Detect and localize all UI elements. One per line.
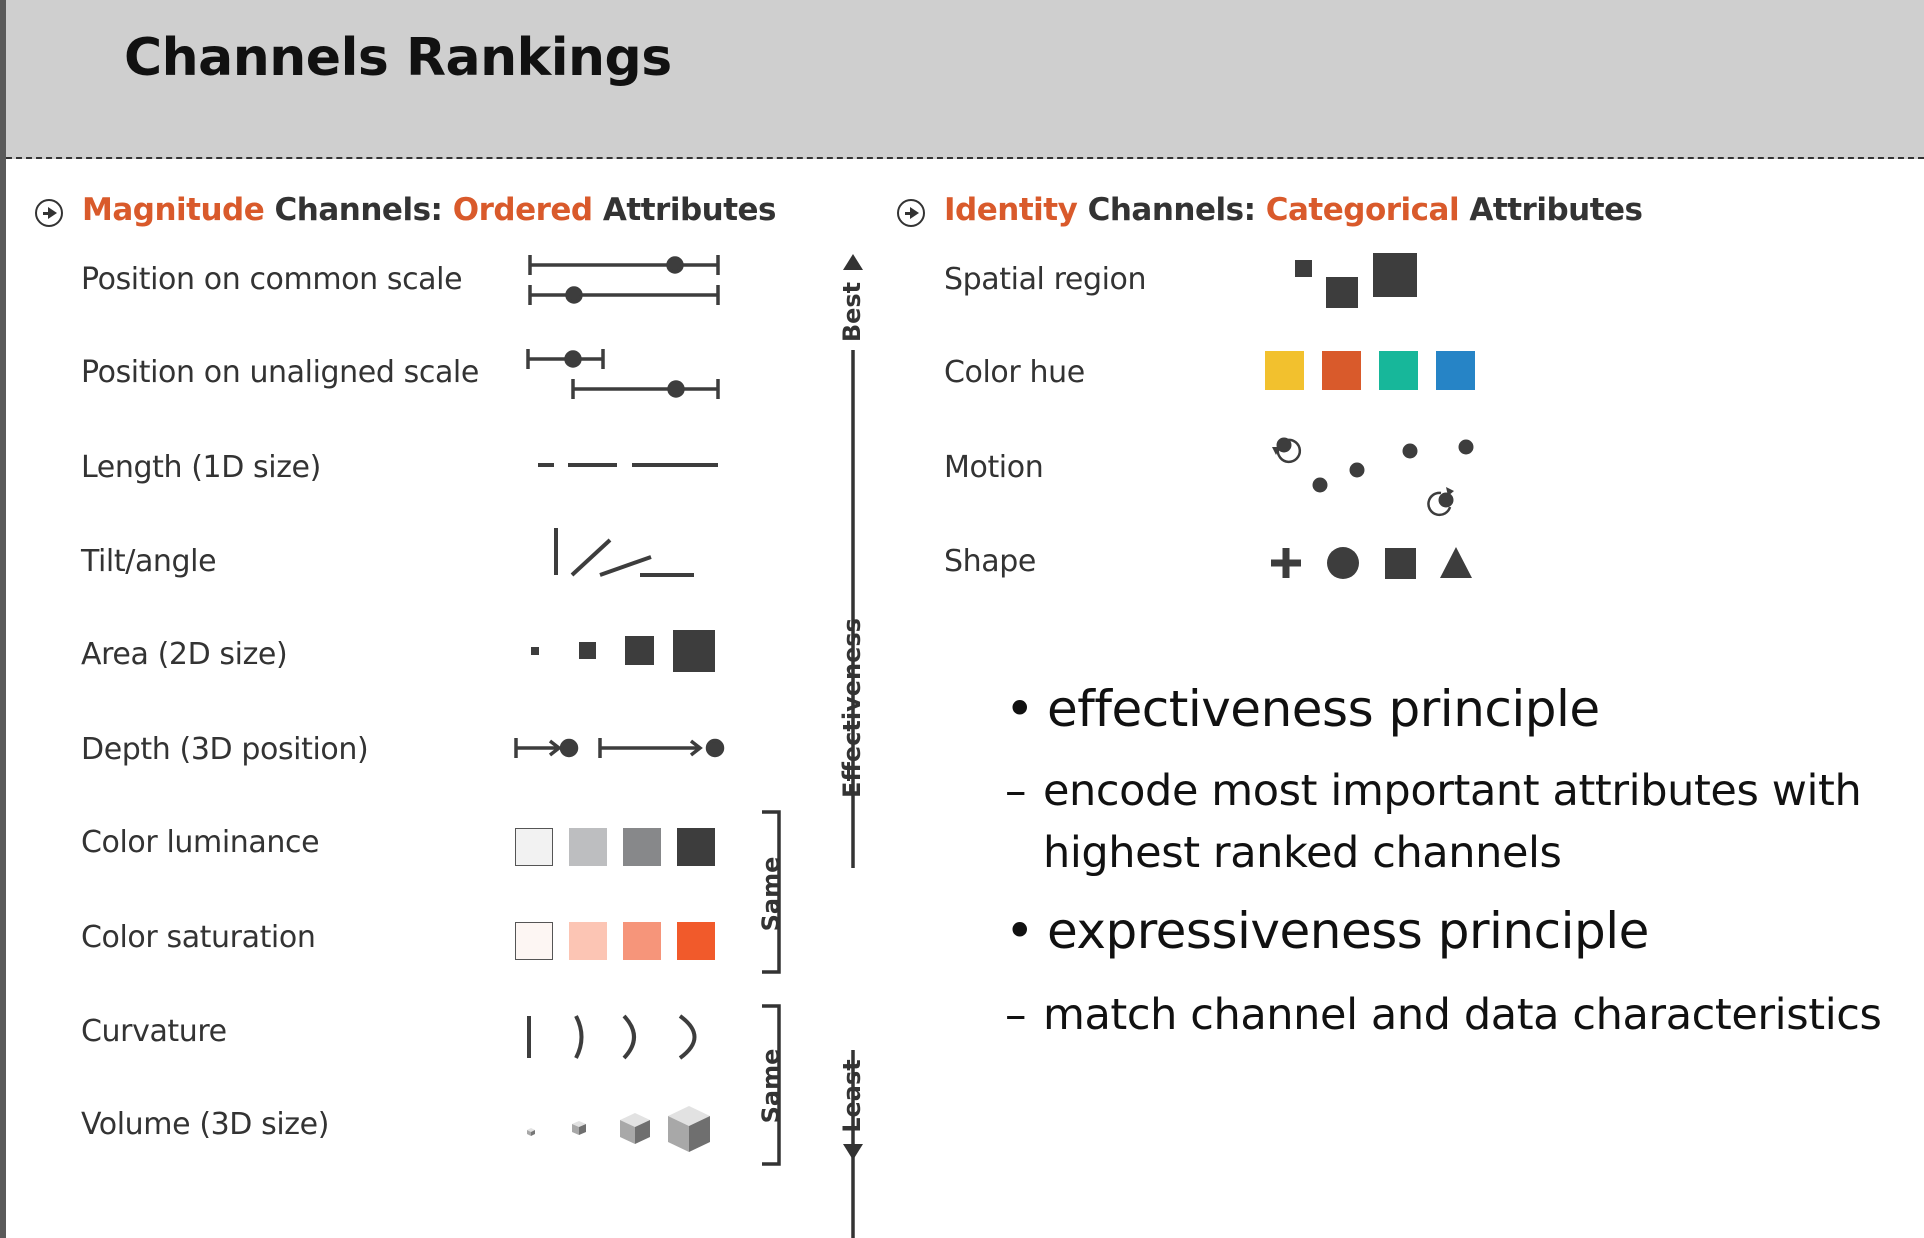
spatial-region-glyph xyxy=(1295,253,1417,308)
row-label: Color saturation xyxy=(81,920,316,955)
row-label: Color luminance xyxy=(81,825,320,860)
magnitude-heading: Magnitude Channels: Ordered Attributes xyxy=(82,192,777,228)
identity-heading: Identity Channels: Categorical Attribute… xyxy=(944,192,1643,228)
same-label: Same xyxy=(757,856,785,932)
hue-swatch xyxy=(1265,351,1304,390)
curvature-glyph xyxy=(527,1014,697,1060)
luminance-swatch xyxy=(515,828,553,866)
page-title: Channels Rankings xyxy=(124,28,672,88)
row-label: Length (1D size) xyxy=(81,450,321,485)
principle-title: • expressiveness principle xyxy=(1005,902,1649,960)
header-bar: Channels Rankings xyxy=(6,0,1924,159)
area-glyph xyxy=(531,630,715,672)
best-label: Best xyxy=(838,281,866,343)
left-edge-bar xyxy=(0,0,6,1238)
shape-glyph xyxy=(1271,547,1472,579)
hue-swatch xyxy=(1379,351,1418,390)
hue-swatches xyxy=(1265,351,1475,390)
row-label: Volume (3D size) xyxy=(81,1107,330,1142)
principle-title: • effectiveness principle xyxy=(1005,680,1600,738)
length-glyph xyxy=(538,463,718,467)
saturation-swatch xyxy=(677,922,715,960)
saturation-swatch xyxy=(515,922,553,960)
unaligned-scale-glyph xyxy=(526,349,720,399)
principles-list: • effectiveness principle – encode most i… xyxy=(1005,680,1882,1046)
saturation-swatches xyxy=(515,922,715,960)
row-label: Shape xyxy=(944,544,1036,579)
luminance-swatches xyxy=(515,828,715,866)
row-label: Motion xyxy=(944,450,1044,485)
row-label: Area (2D size) xyxy=(81,637,288,672)
row-label: Spatial region xyxy=(944,262,1147,297)
arrow-circle-icon xyxy=(897,199,925,227)
effectiveness-axis xyxy=(843,254,863,1238)
saturation-swatch xyxy=(569,922,607,960)
effectiveness-label: Effectiveness xyxy=(838,618,866,798)
row-label: Color hue xyxy=(944,355,1085,390)
principle-detail: – match channel and data characteristics xyxy=(1005,990,1882,1040)
hue-swatch xyxy=(1322,351,1361,390)
common-scale-glyph xyxy=(528,255,720,305)
square-icon xyxy=(1385,548,1416,579)
principle-detail: – encode most important attributes with … xyxy=(1005,766,1862,878)
hue-swatch xyxy=(1436,351,1475,390)
same-label: Same xyxy=(757,1048,785,1124)
luminance-swatch xyxy=(623,828,661,866)
same-brackets xyxy=(762,810,781,1166)
luminance-swatch xyxy=(677,828,715,866)
depth-glyph xyxy=(514,738,725,758)
least-label: Least xyxy=(838,1059,866,1133)
circle-icon xyxy=(1327,547,1359,579)
saturation-swatch xyxy=(623,922,661,960)
row-label: Position on unaligned scale xyxy=(81,355,479,390)
motion-glyph xyxy=(1272,437,1474,517)
triangle-icon xyxy=(1440,547,1472,578)
row-label: Curvature xyxy=(81,1014,227,1049)
row-label: Depth (3D position) xyxy=(81,732,369,767)
row-label: Tilt/angle xyxy=(81,544,217,579)
arrow-circle-icon xyxy=(35,199,63,227)
row-label: Position on common scale xyxy=(81,262,463,297)
volume-glyph xyxy=(527,1106,710,1152)
plus-icon xyxy=(1271,548,1301,578)
tilt-angle-glyph xyxy=(554,528,694,577)
luminance-swatch xyxy=(569,828,607,866)
